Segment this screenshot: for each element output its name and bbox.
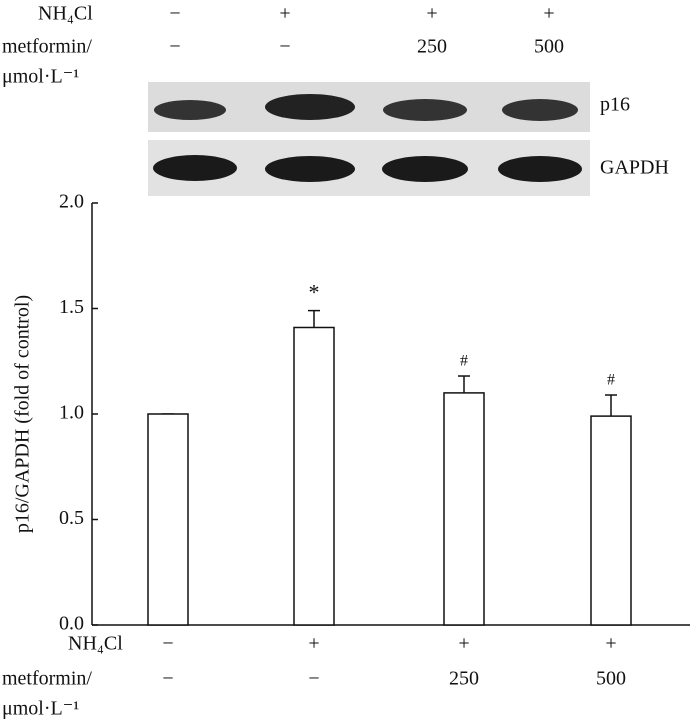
treatment-name: metformin/ [2, 36, 92, 58]
treatment-level: − [308, 668, 319, 690]
treatment-level: − [279, 36, 290, 58]
band [383, 99, 467, 121]
bar [293, 326, 335, 626]
significance-mark: * [309, 280, 320, 305]
bar [443, 392, 485, 626]
treatment-name: μmol·L⁻¹ [2, 698, 79, 720]
band [154, 100, 226, 120]
band [265, 156, 355, 182]
band [265, 94, 355, 120]
treatment-level: − [162, 633, 173, 655]
treatment-level: − [169, 36, 180, 58]
treatment-name: μmol·L⁻¹ [2, 66, 79, 88]
treatment-level: + [543, 3, 554, 25]
treatment-name: metformin/ [2, 668, 92, 690]
treatment-name: NH₄Cl [38, 3, 93, 25]
western-blot [148, 82, 590, 196]
bar [590, 415, 632, 626]
band [382, 156, 468, 182]
y-tick-label: 1.5 [59, 296, 84, 318]
y-tick-label: 0.5 [59, 507, 84, 529]
blot-label: GAPDH [600, 157, 669, 179]
treatment-level: + [605, 633, 616, 655]
treatment-level: 500 [596, 668, 626, 690]
y-tick-label: 2.0 [59, 191, 84, 213]
treatment-name: NH₄Cl [68, 633, 123, 655]
y-tick-label: 0.0 [59, 613, 84, 635]
band [498, 156, 582, 182]
treatment-level: 500 [534, 36, 564, 58]
bar [147, 413, 189, 626]
y-axis-label: p16/GAPDH (fold of control) [12, 295, 34, 533]
treatment-level: − [162, 668, 173, 690]
y-tick-label: 1.0 [59, 402, 84, 424]
band [153, 155, 237, 181]
blot-label: p16 [600, 94, 630, 116]
significance-mark: # [607, 372, 615, 389]
significance-mark: # [460, 353, 468, 370]
treatment-level: + [458, 633, 469, 655]
treatment-level: + [426, 3, 437, 25]
band [502, 99, 578, 121]
treatment-level: + [279, 3, 290, 25]
treatment-level: + [308, 633, 319, 655]
treatment-level: 250 [449, 668, 479, 690]
treatment-level: 250 [417, 36, 447, 58]
treatment-level: − [169, 3, 180, 25]
